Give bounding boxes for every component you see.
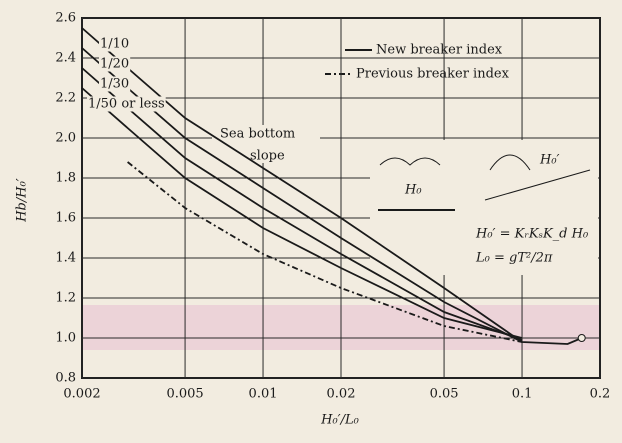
series-label: 1/10: [100, 37, 129, 52]
annotation: slope: [250, 149, 285, 164]
series-label: 1/30: [100, 77, 129, 92]
x-tick-label: 0.01: [249, 387, 278, 402]
series-label: 1/50 or less: [88, 97, 165, 112]
end-marker: [577, 334, 586, 342]
x-tick-label: 0.05: [430, 387, 459, 402]
slope-sketch: [484, 154, 591, 201]
y-tick-label: 2.0: [55, 131, 76, 146]
x-tick-label: 0.1: [512, 387, 533, 402]
annotation: Sea bottom: [220, 127, 295, 142]
series-label-bg: [87, 96, 166, 112]
series-label-bg: [99, 56, 131, 72]
x-axis-label: H₀′/L₀: [320, 413, 360, 428]
y-tick-label: 2.6: [55, 11, 76, 26]
annotation-bg: [212, 125, 320, 163]
annotation: H₀′: [539, 153, 560, 168]
annotation-block: Sea bottom slope H₀ H₀′ H₀′ = KᵣKₛK_d H₀…: [212, 125, 598, 275]
series-line: [81, 87, 523, 339]
x-tick-label: 0.002: [63, 387, 100, 402]
inset: [370, 140, 598, 275]
series-line: [81, 27, 583, 345]
y-tick-label: 2.4: [55, 51, 76, 66]
annotation: L₀ = gT²/2π: [475, 251, 553, 266]
legend-label: Previous breaker index: [356, 67, 510, 82]
y-tick-label: 1.6: [55, 211, 76, 226]
y-tick-label: 1.4: [55, 251, 76, 266]
wave-sketch: [379, 157, 441, 166]
x-tick-label: 0.005: [166, 387, 203, 402]
x-tick-label: 0.2: [590, 387, 611, 402]
legend-label: New breaker index: [376, 43, 503, 58]
y-tick-label: 1.0: [55, 331, 76, 346]
y-tick-label: 1.8: [55, 171, 76, 186]
series-label-bg: [99, 76, 131, 92]
y-tick-label: 2.2: [55, 91, 76, 106]
series-label: 1/20: [100, 57, 129, 72]
series-line: [127, 161, 523, 343]
y-tick-label: 1.2: [55, 291, 76, 306]
series-label-bg: [99, 36, 131, 52]
annotation: H₀: [404, 183, 422, 198]
x-tick-label: 0.02: [327, 387, 356, 402]
y-tick-label: 0.8: [55, 371, 76, 386]
y-axis-label: Hb/H₀′: [15, 178, 30, 223]
annotation: H₀′ = KᵣKₛK_d H₀: [475, 227, 589, 242]
